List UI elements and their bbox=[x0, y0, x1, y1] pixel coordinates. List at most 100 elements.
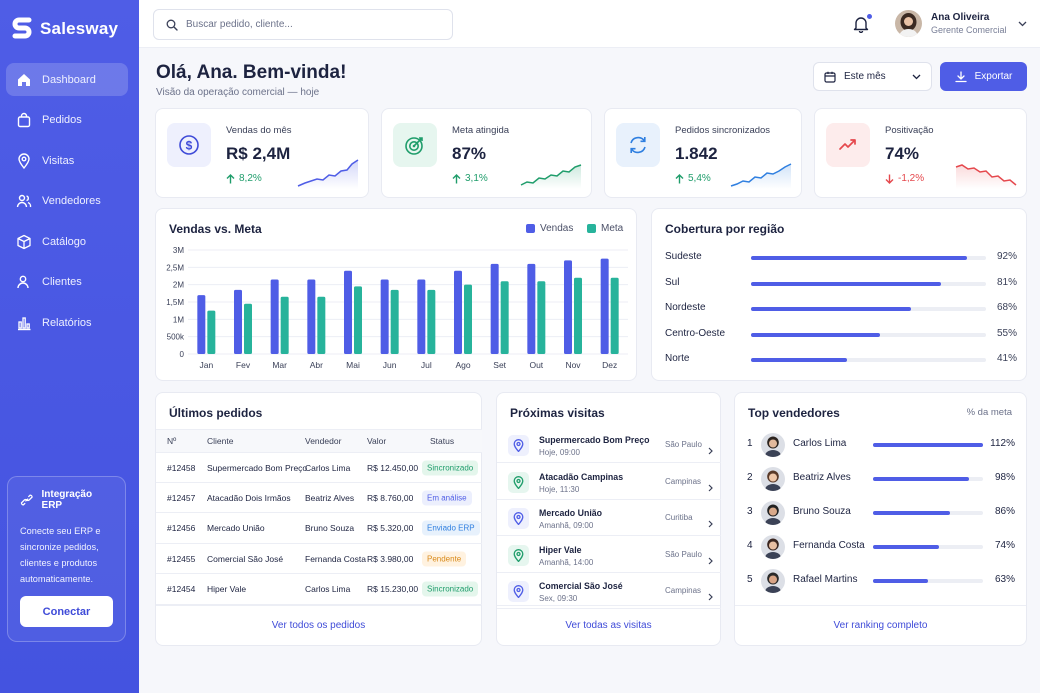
search-input[interactable] bbox=[186, 19, 436, 30]
x-tick-label: Abr bbox=[310, 360, 323, 370]
sidebar-item-pedidos[interactable]: Pedidos bbox=[6, 104, 128, 137]
logo[interactable]: Salesway bbox=[12, 16, 118, 42]
sidebar-item-catalogo[interactable]: Catálogo bbox=[6, 225, 128, 258]
visit-item[interactable]: Comercial São José Sex, 09:30 Campinas bbox=[497, 573, 721, 609]
seller-name: Carlos Lima bbox=[793, 438, 847, 449]
card-title: Top vendedores bbox=[748, 406, 840, 420]
legend-label: Meta bbox=[601, 223, 624, 234]
export-button[interactable]: Exportar bbox=[940, 62, 1027, 91]
chevron-down-icon[interactable] bbox=[1018, 21, 1027, 27]
visit-time: Amanhã, 09:00 bbox=[539, 521, 594, 530]
visit-name: Hiper Vale bbox=[539, 544, 582, 555]
table-row[interactable]: #12456 Mercado União Bruno Souza R$ 5.320,0… bbox=[156, 514, 482, 544]
table-row[interactable]: #12454 Hiper Vale Carlos Lima R$ 15.230,00 S… bbox=[156, 575, 482, 605]
order-seller: Carlos Lima bbox=[305, 462, 351, 473]
chevron-right-icon[interactable] bbox=[708, 552, 713, 564]
chevron-right-icon[interactable] bbox=[708, 588, 713, 601]
view-ranking-link[interactable]: Ver ranking completo bbox=[735, 605, 1026, 645]
bar-vendas bbox=[490, 263, 499, 354]
bar-meta bbox=[427, 289, 436, 354]
visit-item[interactable]: Hiper Vale Amanhã, 14:00 São Paulo bbox=[497, 537, 721, 573]
region-name: Centro-Oeste bbox=[665, 327, 726, 339]
user-name: Ana Oliveira bbox=[931, 12, 990, 23]
kpi-label: Pedidos sincronizados bbox=[675, 125, 771, 136]
avatar bbox=[761, 569, 785, 593]
region-row: Norte 41% bbox=[665, 353, 1017, 367]
kpi-icon-box bbox=[826, 123, 870, 167]
chevron-right-icon[interactable] bbox=[708, 479, 713, 491]
kpi-card-sales: $ Vendas do mês R$ 2,4M 8,2% bbox=[155, 108, 369, 198]
map-pin-icon bbox=[18, 152, 30, 169]
order-id: #12458 bbox=[167, 462, 196, 473]
table-row[interactable]: #12455 Comercial São José Fernanda Costa R$… bbox=[156, 544, 482, 575]
chevron-right-icon[interactable] bbox=[708, 515, 713, 528]
erp-title-text: Integração ERP bbox=[41, 489, 93, 511]
sidebar-item-vendedores[interactable]: Vendedores bbox=[6, 185, 128, 218]
order-client: Mercado União bbox=[207, 523, 265, 534]
kpi-card-orders: Pedidos sincronizados 1.842 5,4% bbox=[604, 108, 802, 198]
table-row[interactable]: #12458 Supermercado Bom Preço Carlos Lima R… bbox=[156, 453, 482, 483]
x-tick-label: Jun bbox=[383, 360, 397, 370]
view-all-orders-link[interactable]: Ver todos os pedidos bbox=[156, 605, 481, 645]
bar-chart-icon bbox=[18, 316, 31, 330]
visit-name: Mercado União bbox=[539, 508, 603, 518]
seller-row[interactable]: 5 Rafael Martins 63% bbox=[735, 564, 1027, 598]
period-select[interactable]: Este mês bbox=[813, 62, 932, 91]
seller-progress-track bbox=[873, 579, 983, 583]
kpi-delta-value: 3,1% bbox=[465, 173, 488, 184]
kpi-sparkline bbox=[520, 164, 582, 189]
visit-icon-box bbox=[508, 581, 529, 602]
coverage-card: Cobertura por região Sudeste 92% Sul 81% Nor… bbox=[651, 208, 1027, 381]
seller-row[interactable]: 4 Fernanda Costa 74% bbox=[735, 530, 1027, 564]
kpi-sparkline bbox=[955, 164, 1017, 189]
bar-meta bbox=[317, 296, 326, 354]
search-box[interactable] bbox=[153, 9, 453, 40]
seller-rank: 1 bbox=[747, 438, 753, 449]
avatar bbox=[761, 501, 785, 525]
sidebar-item-clientes[interactable]: Clientes bbox=[6, 266, 128, 299]
bell-icon[interactable] bbox=[852, 15, 870, 33]
sidebar-item-relatorios[interactable]: Relatórios bbox=[6, 306, 128, 339]
link-icon bbox=[20, 494, 33, 506]
seller-name: Beatriz Alves bbox=[793, 472, 851, 483]
visit-icon-box bbox=[508, 508, 529, 529]
visit-time: Amanhã, 14:00 bbox=[539, 557, 594, 567]
status-badge: Pendente bbox=[422, 551, 467, 567]
order-value: R$ 3.980,00 bbox=[367, 553, 414, 564]
sidebar-item-visitas[interactable]: Visitas bbox=[6, 144, 128, 177]
card-title: Vendas vs. Meta bbox=[169, 222, 262, 236]
visit-item[interactable]: Supermercado Bom Preço Hoje, 09:00 São Pau… bbox=[497, 427, 721, 463]
notification-dot bbox=[866, 13, 873, 20]
seller-row[interactable]: 2 Beatriz Alves 98% bbox=[735, 462, 1027, 496]
connect-button[interactable]: Conectar bbox=[20, 596, 113, 627]
sidebar-item-dashboard[interactable]: Dashboard bbox=[6, 63, 128, 96]
visit-icon-box bbox=[508, 435, 529, 456]
seller-row[interactable]: 3 Bruno Souza 86% bbox=[735, 496, 1027, 530]
box-icon bbox=[17, 234, 31, 249]
view-all-visits-link[interactable]: Ver todas as visitas bbox=[497, 605, 720, 645]
y-tick-label: 2,5M bbox=[166, 263, 184, 272]
kpi-delta-value: -1,2% bbox=[898, 173, 925, 184]
order-value: R$ 8.760,00 bbox=[367, 492, 414, 503]
seller-pct: 112% bbox=[990, 438, 1015, 449]
kpi-value: R$ 2,4M bbox=[226, 144, 291, 163]
visit-item[interactable]: Atacadão Campinas Hoje, 11:30 Campinas bbox=[497, 464, 721, 500]
bar-meta bbox=[244, 303, 252, 354]
user-icon bbox=[17, 275, 29, 289]
user-menu[interactable]: Ana Oliveira Gerente Comercial bbox=[895, 10, 1007, 37]
bar-vendas bbox=[344, 270, 352, 354]
topbar: Ana Oliveira Gerente Comercial bbox=[139, 0, 1040, 48]
legend-label: Vendas bbox=[540, 223, 574, 234]
region-name: Sul bbox=[665, 276, 680, 288]
seller-row[interactable]: 1 Carlos Lima 112% bbox=[735, 428, 1027, 462]
visit-item[interactable]: Mercado União Amanhã, 09:00 Curitiba bbox=[497, 500, 721, 536]
sellers-card: Top vendedores % da meta 1 Carlos Lima 112… bbox=[734, 392, 1027, 646]
kpi-icon-box bbox=[393, 123, 437, 167]
bar-meta bbox=[207, 310, 216, 354]
app-name: Salesway bbox=[40, 19, 119, 38]
svg-text:$: $ bbox=[186, 139, 193, 153]
visit-city: Campinas bbox=[665, 586, 702, 595]
chevron-right-icon[interactable] bbox=[708, 442, 713, 455]
bar-vendas bbox=[307, 279, 316, 354]
table-row[interactable]: #12457 Atacadão Dois Irmãos Beatriz Alves R… bbox=[156, 483, 482, 514]
